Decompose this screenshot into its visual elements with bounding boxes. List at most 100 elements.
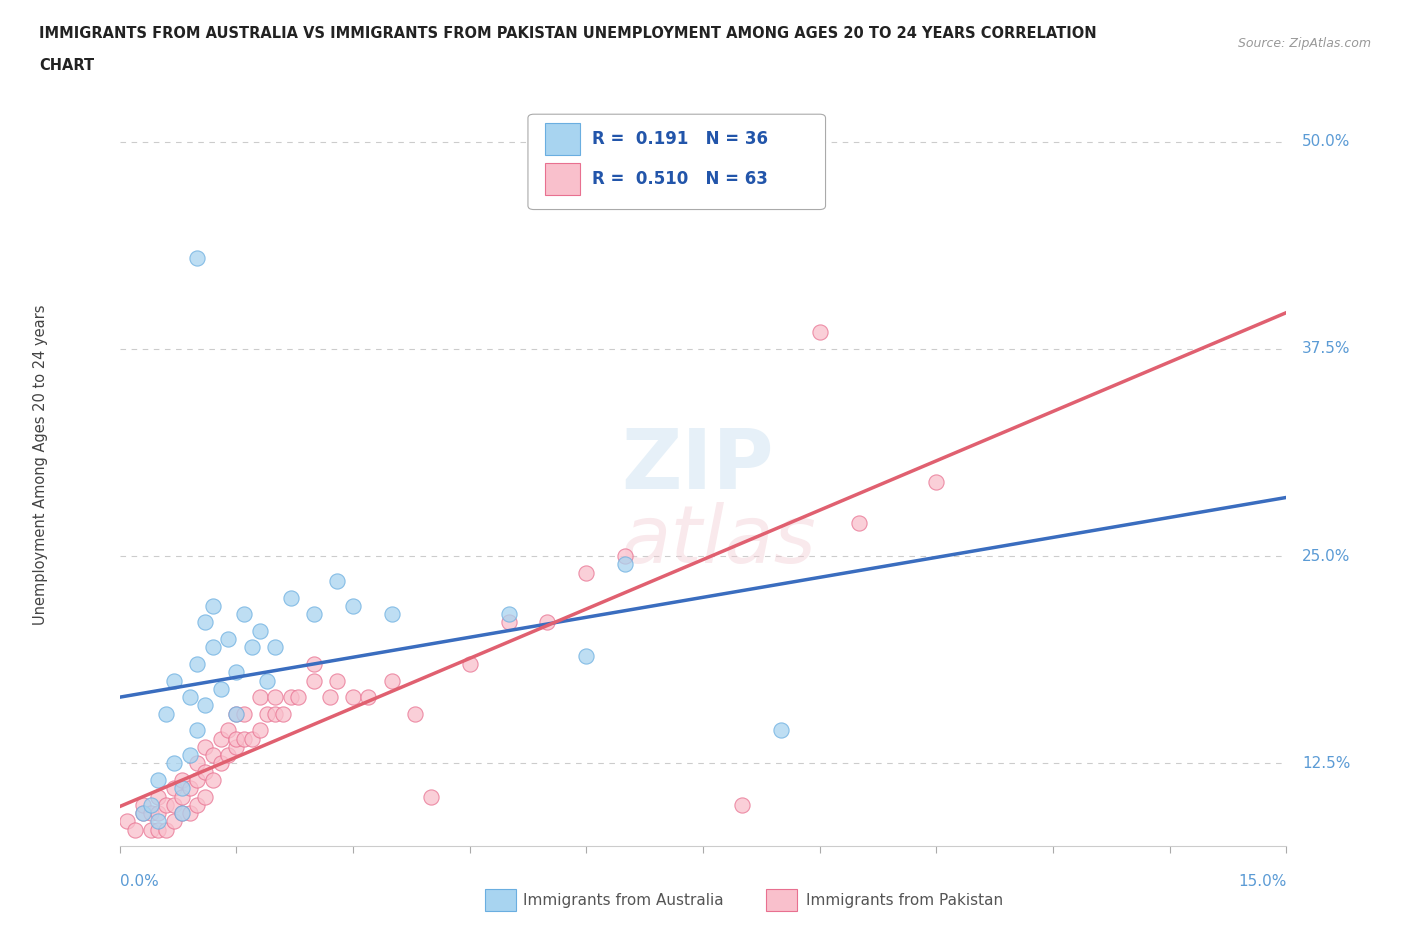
Point [225, 739, 247, 754]
Text: Immigrants from Pakistan: Immigrants from Pakistan [806, 893, 1002, 908]
Point [163, 797, 186, 812]
Point [326, 673, 349, 688]
Point [264, 640, 287, 655]
Point [458, 657, 481, 671]
Point [233, 706, 256, 721]
Point [194, 790, 217, 804]
Point [326, 574, 349, 589]
Point [209, 682, 232, 697]
Point [731, 797, 754, 812]
Point [163, 781, 186, 796]
Point [155, 797, 177, 812]
Point [217, 723, 239, 737]
Point [302, 606, 325, 621]
Point [194, 698, 217, 712]
Point [201, 773, 224, 788]
Point [170, 773, 193, 788]
Point [132, 797, 155, 812]
Point [132, 805, 155, 820]
Point [225, 706, 247, 721]
Text: IMMIGRANTS FROM AUSTRALIA VS IMMIGRANTS FROM PAKISTAN UNEMPLOYMENT AMONG AGES 20: IMMIGRANTS FROM AUSTRALIA VS IMMIGRANTS … [39, 26, 1097, 41]
Point [155, 822, 177, 837]
Point [170, 790, 193, 804]
FancyBboxPatch shape [529, 114, 825, 209]
Bar [546, 163, 581, 195]
Point [155, 706, 177, 721]
Point [404, 706, 426, 721]
Point [132, 805, 155, 820]
Point [381, 606, 404, 621]
Bar [546, 124, 581, 155]
Point [225, 731, 247, 746]
Point [186, 657, 208, 671]
Point [342, 690, 364, 705]
Point [170, 781, 193, 796]
Point [148, 822, 170, 837]
Point [124, 822, 146, 837]
Point [148, 814, 170, 829]
Text: 50.0%: 50.0% [1302, 134, 1350, 149]
Point [117, 814, 139, 829]
Point [170, 805, 193, 820]
Point [148, 805, 170, 820]
Point [217, 631, 239, 646]
Point [498, 606, 520, 621]
Point [271, 706, 294, 721]
Point [163, 814, 186, 829]
Point [225, 706, 247, 721]
Text: 15.0%: 15.0% [1239, 874, 1286, 889]
Text: 25.0%: 25.0% [1302, 549, 1350, 564]
Point [201, 748, 224, 763]
Point [233, 731, 256, 746]
Text: Immigrants from Australia: Immigrants from Australia [523, 893, 724, 908]
Point [287, 690, 309, 705]
Point [614, 549, 637, 564]
Point [139, 797, 162, 812]
Point [280, 690, 302, 705]
Text: Source: ZipAtlas.com: Source: ZipAtlas.com [1237, 37, 1371, 50]
Point [240, 731, 263, 746]
Point [179, 805, 201, 820]
Text: ZIP: ZIP [621, 424, 773, 506]
Point [419, 790, 441, 804]
Point [186, 797, 208, 812]
Point [209, 756, 232, 771]
Text: R =  0.191   N = 36: R = 0.191 N = 36 [592, 130, 768, 149]
Point [194, 739, 217, 754]
Point [240, 640, 263, 655]
Point [225, 665, 247, 680]
Point [318, 690, 340, 705]
Point [302, 657, 325, 671]
Point [769, 723, 792, 737]
Text: CHART: CHART [39, 58, 94, 73]
Point [170, 805, 193, 820]
Text: Unemployment Among Ages 20 to 24 years: Unemployment Among Ages 20 to 24 years [32, 305, 48, 625]
Point [357, 690, 380, 705]
Point [575, 565, 598, 580]
Text: atlas: atlas [621, 502, 815, 580]
Point [249, 690, 271, 705]
Point [342, 599, 364, 614]
Point [148, 773, 170, 788]
Point [575, 648, 598, 663]
Point [302, 673, 325, 688]
Point [163, 673, 186, 688]
Text: 37.5%: 37.5% [1302, 341, 1351, 356]
Point [179, 690, 201, 705]
Point [209, 731, 232, 746]
Point [194, 615, 217, 630]
Point [848, 515, 870, 530]
Point [256, 706, 278, 721]
Point [925, 474, 948, 489]
Point [808, 325, 831, 339]
Point [249, 623, 271, 638]
Point [614, 557, 637, 572]
Point [186, 250, 208, 265]
Point [186, 773, 208, 788]
Point [498, 615, 520, 630]
Point [217, 748, 239, 763]
Point [194, 764, 217, 779]
Point [139, 805, 162, 820]
Point [139, 822, 162, 837]
Point [186, 723, 208, 737]
